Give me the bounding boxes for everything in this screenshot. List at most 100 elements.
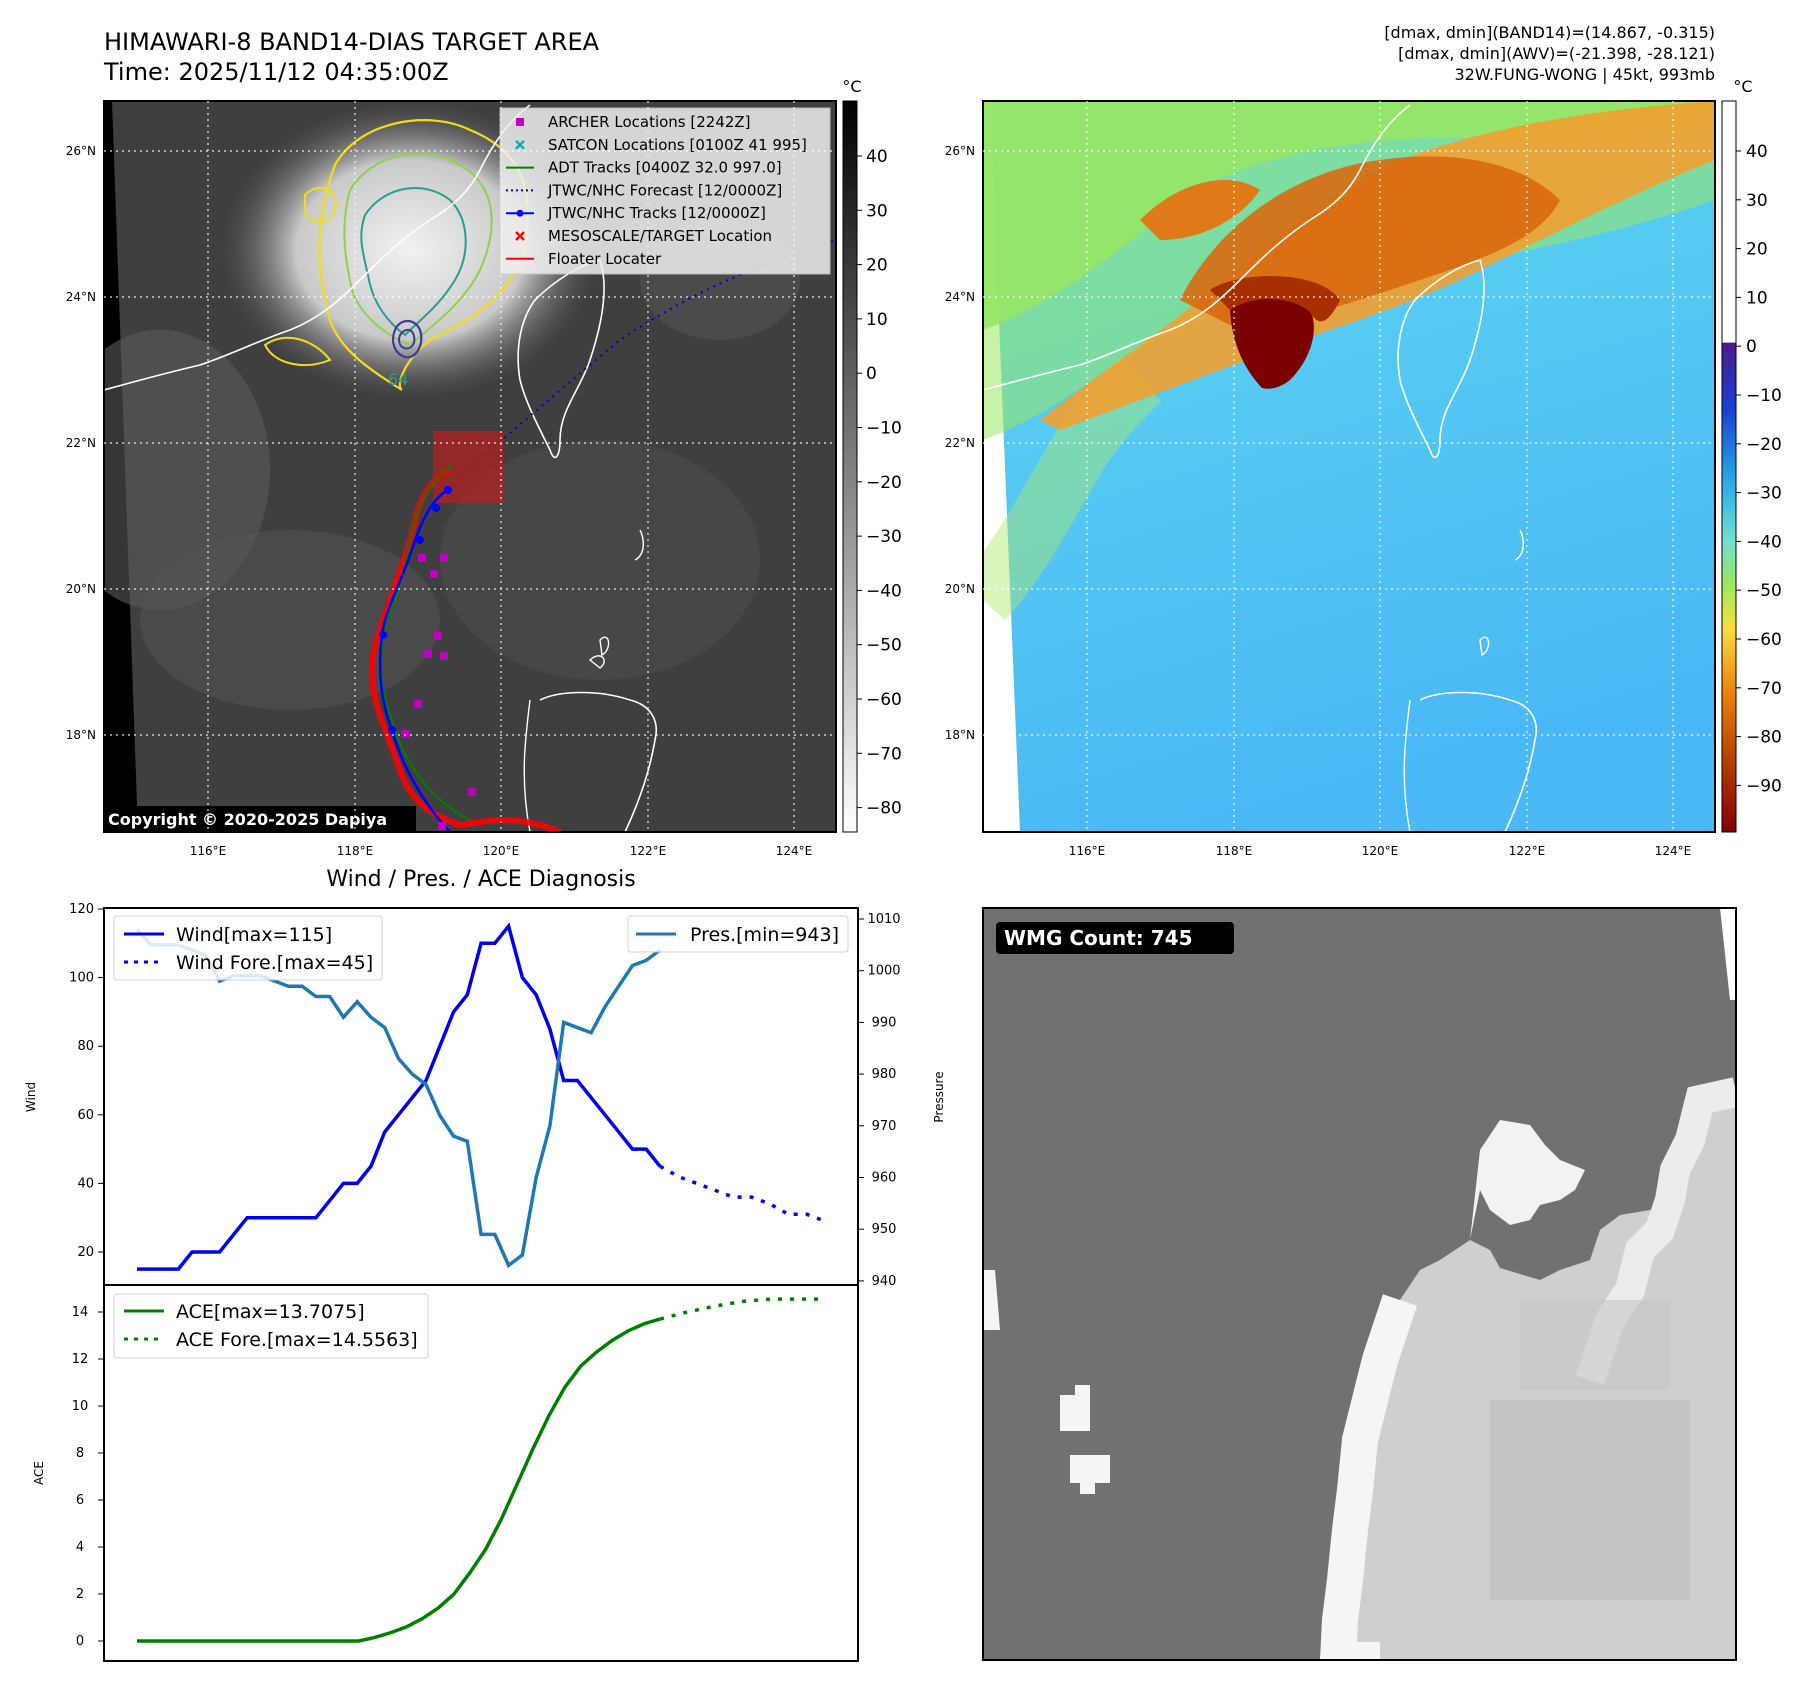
ace-tick-label: 10 bbox=[72, 1399, 89, 1414]
awv-colorbar-tick: 20 bbox=[1746, 240, 1768, 260]
legend-entry-label: ARCHER Locations [2242Z] bbox=[548, 113, 751, 131]
diagnosis-title: Wind / Pres. / ACE Diagnosis bbox=[326, 867, 635, 892]
ace-tick-label: 12 bbox=[72, 1352, 89, 1367]
map-legend: ARCHER Locations [2242Z] SATCON Locations… bbox=[506, 113, 807, 268]
awv-colorbar-tick: −90 bbox=[1746, 776, 1782, 796]
wind-tick-label: 120 bbox=[69, 902, 94, 917]
awv-colorbar-tick: −80 bbox=[1746, 728, 1782, 748]
wind-pressure-chart: 120 100 80 60 40 20 1010 1000 990 980 970 960 950 94… bbox=[24, 902, 946, 1289]
pressure-tick-label: 960 bbox=[872, 1171, 897, 1186]
awv-colorbar-tick: −70 bbox=[1746, 679, 1782, 699]
ace-forecast-line bbox=[659, 1297, 825, 1321]
ace-tick-label: 8 bbox=[76, 1446, 84, 1461]
wind-tick-label: 20 bbox=[77, 1245, 94, 1260]
ace-series-line bbox=[137, 1317, 661, 1643]
band14-colorbar-tick: 10 bbox=[866, 310, 888, 330]
awv-lat-tick-label: 22°N bbox=[945, 436, 975, 450]
legend-entry-label: Floater Locater bbox=[548, 250, 662, 268]
map-lat-tick-label: 20°N bbox=[66, 582, 96, 596]
legend-entry-label: JTWC/NHC Forecast [12/0000Z] bbox=[547, 181, 782, 199]
legend-marker bbox=[516, 118, 524, 126]
map-lon-tick-label: 124°E bbox=[776, 844, 813, 858]
awv-colorbar-tick: −30 bbox=[1746, 484, 1782, 504]
wind-forecast-line bbox=[659, 1164, 826, 1223]
pressure-tick-label: 980 bbox=[872, 1067, 897, 1082]
map-lat-tick-label: 24°N bbox=[66, 290, 96, 304]
ace-forecast-legend-label: ACE Fore.[max=14.5563] bbox=[176, 1329, 418, 1351]
band14-colorbar-tick: −80 bbox=[866, 799, 902, 819]
awv-range: [dmax, dmin](AWV)=(-21.398, -28.121) bbox=[1398, 44, 1715, 63]
figure-time: Time: 2025/11/12 04:35:00Z bbox=[103, 58, 449, 86]
awv-map-panel: 116°E 118°E 120°E 122°E 124°E 26°N 24°N 22°N 20… bbox=[945, 100, 1716, 858]
band14-colorbar-tick: 0 bbox=[866, 364, 877, 384]
wind-axis-label: Wind bbox=[24, 1082, 38, 1112]
band14-colorbar-tick: −10 bbox=[866, 419, 902, 439]
legend-marker-dot bbox=[516, 209, 524, 217]
wmg-panel: WMG Count: 745 bbox=[982, 907, 1737, 1661]
band14-colorbar-tick: 30 bbox=[866, 201, 888, 221]
map-lon-tick-label: 118°E bbox=[337, 844, 374, 858]
wind-tick-label: 100 bbox=[69, 971, 94, 986]
copyright-label: Copyright © 2020-2025 Dapiya bbox=[108, 810, 387, 829]
map-lon-tick-label: 122°E bbox=[630, 844, 667, 858]
wmg-count-label: WMG Count: 745 bbox=[1004, 926, 1193, 950]
legend-marker bbox=[515, 139, 525, 150]
awv-lon-tick-label: 122°E bbox=[1509, 844, 1546, 858]
band14-range: [dmax, dmin](BAND14)=(14.867, -0.315) bbox=[1384, 23, 1715, 42]
wind-legend-label: Wind[max=115] bbox=[176, 924, 332, 946]
wind-series-line bbox=[137, 922, 662, 1271]
ace-tick-label: 4 bbox=[76, 1540, 84, 1555]
wind-tick-label: 80 bbox=[77, 1039, 94, 1054]
wind-tick-label: 60 bbox=[77, 1108, 94, 1123]
ace-tick-label: 6 bbox=[76, 1493, 84, 1508]
band14-colorbar-tick: −60 bbox=[866, 690, 902, 710]
awv-colorbar-tick: 0 bbox=[1746, 337, 1757, 357]
awv-colorbar-tick: −60 bbox=[1746, 630, 1782, 650]
pressure-tick-label: 1010 bbox=[867, 912, 900, 927]
ace-legend-label: ACE[max=13.7075] bbox=[176, 1301, 365, 1323]
band14-colorbar-tick: −30 bbox=[866, 527, 902, 547]
awv-lat-tick-label: 26°N bbox=[945, 144, 975, 158]
awv-colorbar-tick: 10 bbox=[1746, 288, 1768, 308]
contour-64-label: 64 bbox=[388, 370, 408, 389]
awv-lat-tick-label: 18°N bbox=[945, 728, 975, 742]
band14-colorbar-tick: −70 bbox=[866, 744, 902, 764]
pressure-tick-label: 1000 bbox=[867, 964, 900, 979]
awv-colorbar-unit: °C bbox=[1733, 77, 1752, 96]
awv-colorbar-tick: −20 bbox=[1746, 435, 1782, 455]
band14-colorbar-tick: 20 bbox=[866, 256, 888, 276]
band14-colorbar: °C 40 30 20 10 0 −10 −20 −30 −40 −50 −60 −70 −80 bbox=[842, 77, 902, 833]
legend-entry-label: JTWC/NHC Tracks [12/0000Z] bbox=[547, 204, 766, 222]
legend-entry-label: ADT Tracks [0400Z 32.0 997.0] bbox=[548, 159, 782, 177]
pressure-tick-label: 990 bbox=[872, 1015, 897, 1030]
wind-tick-label: 40 bbox=[77, 1176, 94, 1191]
band14-colorbar-tick: 40 bbox=[866, 147, 888, 167]
legend-marker bbox=[515, 231, 525, 241]
awv-lat-tick-label: 20°N bbox=[945, 582, 975, 596]
awv-colorbar-tick: −50 bbox=[1746, 581, 1782, 601]
awv-colorbar-tick: 30 bbox=[1746, 191, 1768, 211]
awv-lon-tick-label: 120°E bbox=[1362, 844, 1399, 858]
band14-map-panel: 64 bbox=[66, 100, 837, 858]
ace-axis-label: ACE bbox=[32, 1461, 46, 1485]
awv-lon-tick-label: 118°E bbox=[1216, 844, 1253, 858]
awv-colorbar-tick: −10 bbox=[1746, 386, 1782, 406]
map-lat-tick-label: 26°N bbox=[66, 144, 96, 158]
band14-colorbar-unit: °C bbox=[842, 77, 861, 96]
pressure-tick-label: 940 bbox=[872, 1274, 897, 1289]
awv-lon-tick-label: 116°E bbox=[1069, 844, 1106, 858]
map-lat-tick-label: 22°N bbox=[66, 436, 96, 450]
band14-colorbar-tick: −20 bbox=[866, 473, 902, 493]
pressure-axis-label: Pressure bbox=[932, 1071, 946, 1122]
ace-chart: 14 12 10 8 6 4 2 0 ACE ACE[max=13.7075] ACE For… bbox=[32, 1284, 859, 1662]
legend-entry-label: MESOSCALE/TARGET Location bbox=[548, 227, 772, 245]
pressure-tick-label: 970 bbox=[872, 1119, 897, 1134]
band14-colorbar-tick: −50 bbox=[866, 636, 902, 656]
storm-info: 32W.FUNG-WONG | 45kt, 993mb bbox=[1454, 65, 1715, 84]
awv-lat-tick-label: 24°N bbox=[945, 290, 975, 304]
awv-colorbar-tick: 40 bbox=[1746, 142, 1768, 162]
wind-legend: Wind[max=115] Wind Fore.[max=45] bbox=[113, 915, 383, 981]
ace-tick-label: 2 bbox=[76, 1587, 84, 1602]
legend-entry-label: SATCON Locations [0100Z 41 995] bbox=[548, 136, 807, 154]
ace-tick-label: 14 bbox=[72, 1305, 89, 1320]
